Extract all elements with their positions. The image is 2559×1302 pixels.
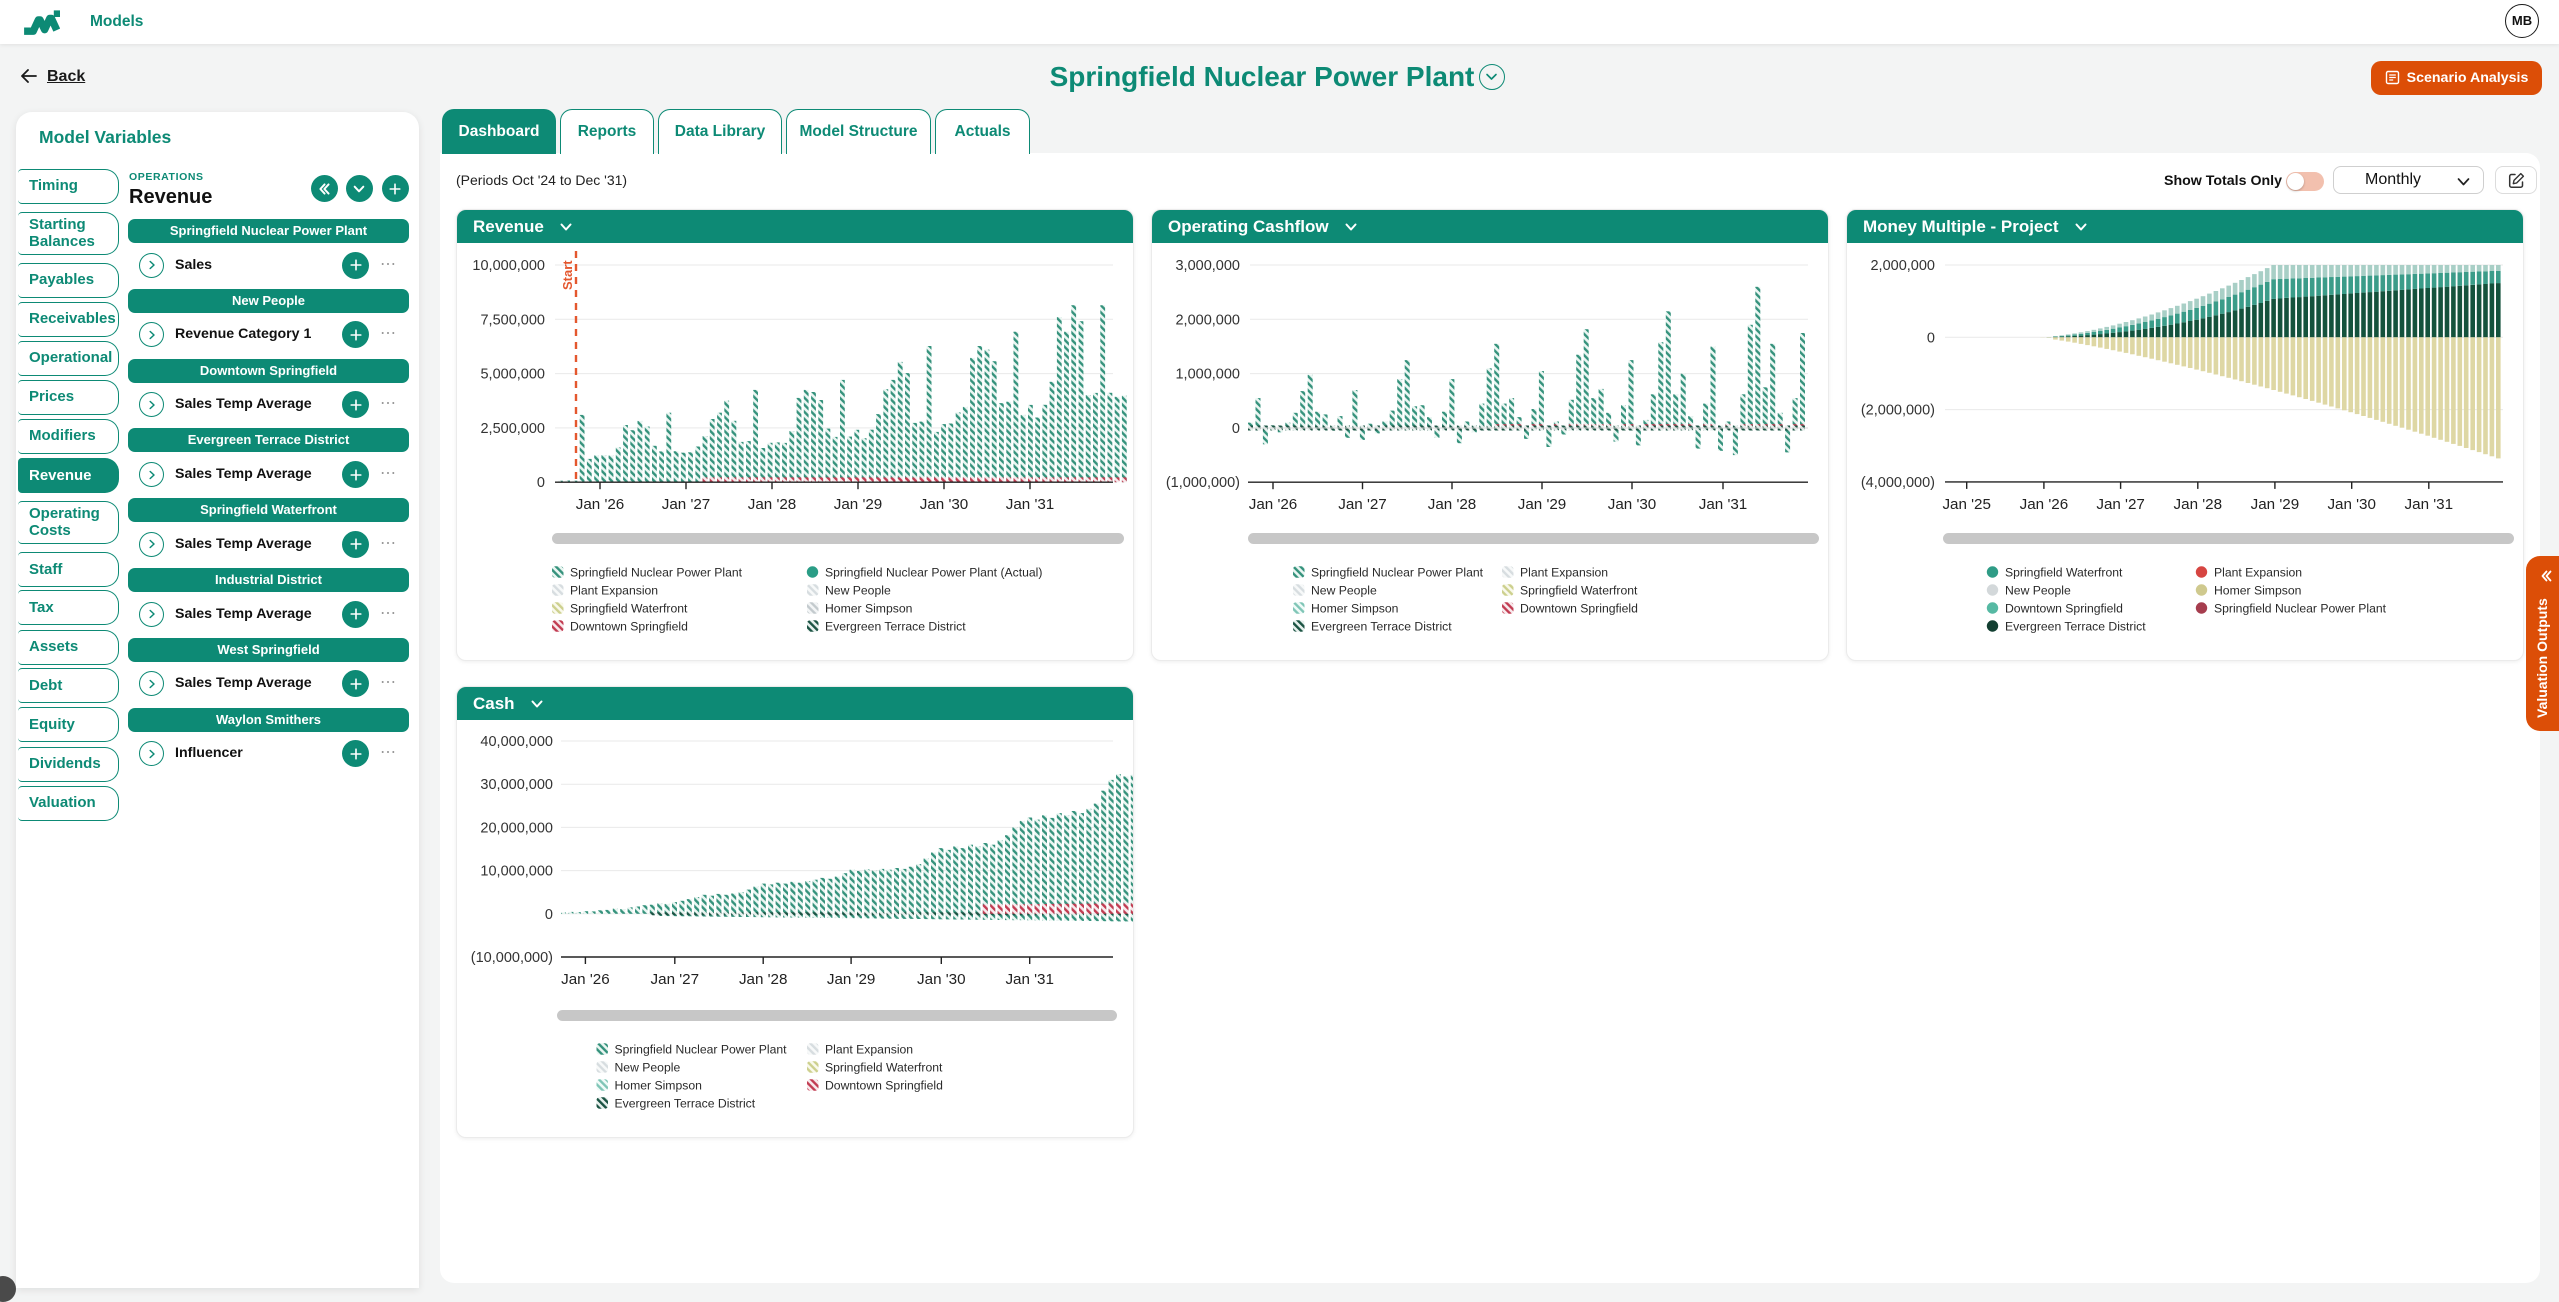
svg-text:Jan '26: Jan '26 [576,496,625,513]
svg-text:Jan '26: Jan '26 [561,971,610,988]
svg-text:Jan '25: Jan '25 [1942,496,1991,513]
svg-text:Homer Simpson: Homer Simpson [825,601,912,615]
svg-text:0: 0 [1232,421,1240,437]
svg-text:5,000,000: 5,000,000 [480,367,545,383]
svg-text:Jan '30: Jan '30 [917,971,966,988]
svg-text:10,000,000: 10,000,000 [480,864,553,880]
svg-text:20,000,000: 20,000,000 [480,820,553,836]
svg-text:Springfield Waterfront: Springfield Waterfront [2005,565,2123,579]
svg-text:0: 0 [537,475,545,491]
svg-text:New People: New People [2005,583,2071,597]
svg-text:2,000,000: 2,000,000 [1175,312,1240,328]
svg-text:New People: New People [825,583,891,597]
svg-text:Jan '27: Jan '27 [2096,496,2145,513]
svg-text:Springfield Nuclear Power Plan: Springfield Nuclear Power Plant [2214,601,2387,615]
svg-text:Jan '28: Jan '28 [739,971,788,988]
svg-text:New People: New People [1311,583,1377,597]
svg-text:Jan '28: Jan '28 [1428,496,1477,513]
svg-text:3,000,000: 3,000,000 [1175,258,1240,274]
svg-text:0: 0 [1927,330,1935,346]
svg-text:Jan '29: Jan '29 [1518,496,1567,513]
svg-text:Jan '26: Jan '26 [2020,496,2068,513]
svg-text:Jan '29: Jan '29 [2251,496,2300,513]
svg-text:Springfield Nuclear Power Plan: Springfield Nuclear Power Plant (Actual) [825,565,1042,579]
svg-text:Evergreen Terrace District: Evergreen Terrace District [1311,619,1452,633]
svg-text:Springfield Nuclear Power Plan: Springfield Nuclear Power Plant [570,565,743,579]
svg-text:7,500,000: 7,500,000 [480,312,545,328]
svg-text:Evergreen Terrace District: Evergreen Terrace District [615,1096,756,1110]
svg-text:(2,000,000): (2,000,000) [1861,403,1935,419]
svg-text:Springfield Waterfront: Springfield Waterfront [570,601,688,615]
svg-text:Evergreen Terrace District: Evergreen Terrace District [825,619,966,633]
svg-text:Homer Simpson: Homer Simpson [615,1078,702,1092]
svg-text:Jan '28: Jan '28 [2174,496,2223,513]
svg-text:Jan '30: Jan '30 [920,496,969,513]
svg-text:Springfield Waterfront: Springfield Waterfront [1520,583,1638,597]
svg-text:New People: New People [615,1060,681,1074]
svg-text:Downtown Springfield: Downtown Springfield [825,1078,943,1092]
svg-text:Springfield Waterfront: Springfield Waterfront [825,1060,943,1074]
svg-text:(4,000,000): (4,000,000) [1861,475,1935,491]
svg-text:Evergreen Terrace District: Evergreen Terrace District [2005,619,2146,633]
svg-text:Plant Expansion: Plant Expansion [2214,565,2302,579]
svg-text:Downtown Springfield: Downtown Springfield [2005,601,2123,615]
svg-text:Jan '29: Jan '29 [827,971,876,988]
svg-text:(1,000,000): (1,000,000) [1166,475,1240,491]
svg-text:Springfield Nuclear Power Plan: Springfield Nuclear Power Plant [1311,565,1484,579]
svg-text:Jan '31: Jan '31 [1699,496,1748,513]
svg-text:Jan '27: Jan '27 [1338,496,1387,513]
svg-text:Jan '30: Jan '30 [1608,496,1657,513]
svg-text:Plant Expansion: Plant Expansion [825,1042,913,1056]
svg-text:Jan '31: Jan '31 [1005,971,1053,988]
svg-text:Homer Simpson: Homer Simpson [1311,601,1398,615]
svg-text:2,000,000: 2,000,000 [1870,258,1935,274]
svg-text:0: 0 [545,907,553,923]
svg-text:Downtown Springfield: Downtown Springfield [570,619,688,633]
svg-text:Downtown Springfield: Downtown Springfield [1520,601,1638,615]
svg-text:(10,000,000): (10,000,000) [471,950,553,966]
svg-text:Jan '31: Jan '31 [2405,496,2454,513]
svg-text:Jan '27: Jan '27 [651,971,700,988]
svg-text:40,000,000: 40,000,000 [480,734,553,750]
svg-text:1,000,000: 1,000,000 [1175,367,1240,383]
svg-text:Jan '29: Jan '29 [834,496,883,513]
svg-text:Jan '31: Jan '31 [1006,496,1055,513]
svg-text:Jan '26: Jan '26 [1249,496,1298,513]
svg-text:Jan '30: Jan '30 [2327,496,2376,513]
svg-text:2,500,000: 2,500,000 [480,421,545,437]
svg-text:Plant Expansion: Plant Expansion [1520,565,1608,579]
svg-text:Start: Start [560,260,575,290]
svg-text:Jan '28: Jan '28 [748,496,797,513]
svg-text:Homer Simpson: Homer Simpson [2214,583,2301,597]
svg-text:30,000,000: 30,000,000 [480,777,553,793]
svg-text:10,000,000: 10,000,000 [472,258,545,274]
svg-text:Springfield Nuclear Power Plan: Springfield Nuclear Power Plant [615,1042,788,1056]
svg-text:Plant Expansion: Plant Expansion [570,583,658,597]
svg-text:Jan '27: Jan '27 [662,496,711,513]
